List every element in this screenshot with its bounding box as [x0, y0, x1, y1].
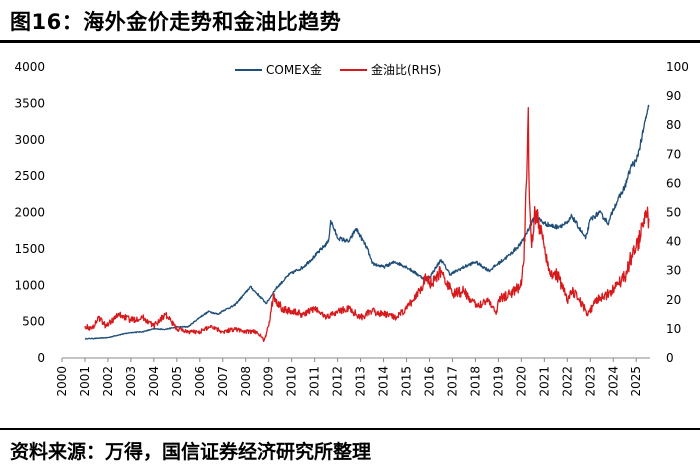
- y-right-tick-label: 10: [666, 322, 681, 336]
- x-tick-label: 2004: [147, 366, 161, 397]
- x-tick-label: 2017: [445, 366, 459, 397]
- chart: 2000 2001 2002 2003 2004 2005 2006 2007 2008 2009…: [14, 60, 689, 397]
- x-tick-label: 2021: [537, 366, 551, 397]
- y-left-tick-label: 1000: [14, 278, 45, 292]
- x-tick-label: 2002: [101, 366, 115, 397]
- y-right-tick-label: 30: [666, 264, 681, 278]
- y-right-tick-label: 20: [666, 293, 681, 307]
- x-tick-label: 2024: [606, 366, 620, 397]
- x-tick-label: 2003: [124, 366, 138, 397]
- x-tick-label: 2013: [354, 366, 368, 397]
- page-title: 图16：海外金价走势和金油比趋势: [10, 10, 342, 34]
- x-tick-label: 2015: [400, 366, 414, 397]
- source-divider: [0, 428, 700, 430]
- y-left-tick-label: 1500: [14, 242, 45, 256]
- legend-label-gold-oil-ratio: 金油比(RHS): [371, 62, 441, 77]
- title-divider: [0, 40, 700, 43]
- y-left-tick-label: 2500: [14, 169, 45, 183]
- x-tick-label: 2001: [78, 366, 92, 397]
- y-left-tick-label: 0: [37, 351, 45, 365]
- y-right-tick-label: 70: [666, 147, 681, 161]
- legend: COMEX金 金油比(RHS): [235, 62, 441, 77]
- series-line-gold-oil-ratio: [84, 107, 650, 343]
- series-group: [84, 104, 650, 343]
- y-axis-right-ticks: 0 10 20 30 40 50 60 70 80 90 100: [666, 60, 689, 365]
- y-right-tick-label: 90: [666, 89, 681, 103]
- y-left-tick-label: 3500: [14, 96, 45, 110]
- x-tick-label: 2006: [193, 366, 207, 397]
- x-tick-label: 2020: [514, 366, 528, 397]
- x-tick-label: 2016: [423, 366, 437, 397]
- y-right-tick-label: 50: [666, 206, 681, 220]
- x-tick-label: 2009: [262, 366, 276, 397]
- y-right-tick-label: 60: [666, 176, 681, 190]
- y-left-tick-label: 4000: [14, 60, 45, 74]
- x-tick-label: 2023: [583, 366, 597, 397]
- x-tick-label: 2007: [216, 366, 230, 397]
- x-tick-label: 2000: [55, 366, 69, 397]
- x-tick-label: 2022: [560, 366, 574, 397]
- x-axis-ticks: 2000 2001 2002 2003 2004 2005 2006 2007 2008 2009…: [55, 358, 643, 397]
- legend-label-comex-gold: COMEX金: [266, 62, 322, 77]
- x-tick-label: 2011: [308, 366, 322, 397]
- x-tick-label: 2008: [239, 366, 253, 397]
- y-left-tick-label: 2000: [14, 206, 45, 220]
- y-left-tick-label: 500: [22, 315, 45, 329]
- x-tick-label: 2018: [468, 366, 482, 397]
- x-tick-label: 2005: [170, 366, 184, 397]
- series-line-comex-gold: [84, 104, 650, 340]
- x-tick-label: 2012: [331, 366, 345, 397]
- y-left-tick-label: 3000: [14, 133, 45, 147]
- y-right-tick-label: 100: [666, 60, 689, 74]
- x-tick-label: 2019: [491, 366, 505, 397]
- y-right-tick-label: 0: [666, 351, 674, 365]
- y-axis-left-ticks: 0 500 1000 1500 2000 2500 3000 3500 4000: [14, 60, 45, 365]
- x-tick-label: 2014: [377, 366, 391, 397]
- source-note: 资料来源：万得，国信证券经济研究所整理: [10, 441, 372, 463]
- y-right-tick-label: 40: [666, 235, 681, 249]
- x-tick-label: 2025: [629, 366, 643, 397]
- x-tick-label: 2010: [285, 366, 299, 397]
- y-right-tick-label: 80: [666, 118, 681, 132]
